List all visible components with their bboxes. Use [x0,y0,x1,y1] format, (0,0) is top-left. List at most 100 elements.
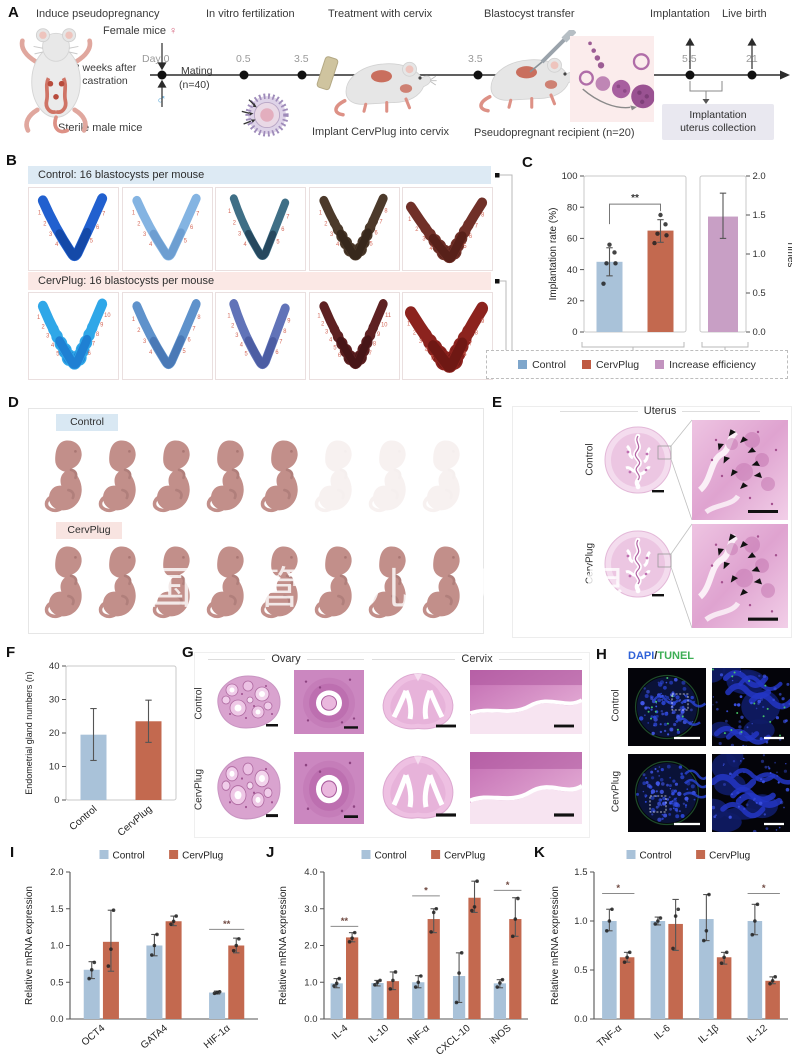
ovary-section-control [208,670,286,734]
svg-text:2: 2 [321,322,325,328]
svg-text:7: 7 [286,214,289,220]
svg-text:2: 2 [137,328,141,334]
svg-text:1: 1 [131,210,134,216]
svg-text:Implantation rate (%): Implantation rate (%) [548,208,559,301]
svg-text:80: 80 [567,202,578,213]
tick-35b: 3.5 [468,53,483,65]
watermark-text: 国 管 儿 月 根 [148,564,651,613]
svg-text:5: 5 [244,352,248,358]
fluorescence-section-control [628,668,706,746]
svg-text:*: * [424,885,428,896]
implantation-rate-chart: 0 20 40 60 80 100 Implantation rate (%) ** [548,171,687,338]
gland-numbers-chart: 0 10 20 30 40 Endometrial gland numbers (n) Co… [24,661,177,839]
svg-text:2: 2 [43,221,46,227]
svg-text:0.5: 0.5 [50,977,63,988]
svg-text:IL-12: IL-12 [745,1023,770,1046]
pup-illustration [96,540,140,624]
svg-text:4: 4 [425,347,429,353]
mating-label: Mating [181,65,213,77]
collection-line1: Implantation [689,108,747,121]
panel-c-legend: Control CervPlug Increase efficiency [486,350,788,379]
syringe-illustration [529,30,576,73]
svg-text:3: 3 [49,232,53,238]
svg-text:0: 0 [572,327,577,338]
ovary-title: Ovary [208,653,364,665]
legend-swatch [655,360,665,369]
svg-text:4: 4 [243,242,247,248]
uterus-image: 1 2 3 4 5 10 9 8 7 6 [28,292,119,380]
g-row-control-label: Control [193,687,205,720]
svg-text:5: 5 [276,240,280,246]
fluorescence-zoom-control [712,668,790,746]
svg-text:3: 3 [142,232,146,238]
male-symbol: ♂ [156,91,167,107]
ovary-section-cervplug [208,750,286,826]
female-mice-label: Female mice ♀ [103,25,177,37]
tick-55: 5.5 [682,53,697,65]
svg-text:CervPlug: CervPlug [709,851,750,862]
pup-illustration [42,540,86,624]
legend-label: Increase efficiency [669,358,756,371]
svg-text:3: 3 [419,339,423,345]
svg-text:2: 2 [233,220,236,226]
svg-text:5: 5 [369,241,373,247]
cervplug-illustration [316,56,339,91]
svg-text:1.5: 1.5 [574,867,587,878]
legend-label: Control [532,358,566,371]
svg-text:IL-1β: IL-1β [697,1023,722,1046]
svg-text:**: ** [341,916,349,927]
mrna-chart-i: 0.0 0.5 1.0 1.5 2.0 Relative mRNA expression O… [24,850,258,1051]
dapi-tunel-title-part: DAPI [628,650,655,662]
svg-text:6: 6 [281,227,285,233]
female-mice-text: Female mice [103,25,166,37]
svg-text:6: 6 [275,350,279,356]
svg-text:1.0: 1.0 [753,249,766,260]
svg-text:6: 6 [190,225,194,231]
fluorescence-section-cervplug [628,754,706,832]
svg-text:5: 5 [56,352,60,358]
svg-text:Control: Control [640,851,672,862]
svg-text:3: 3 [142,339,146,345]
control-pups-row [42,434,464,518]
svg-text:7: 7 [379,219,382,225]
svg-text:4: 4 [336,242,340,248]
svg-text:6: 6 [463,352,467,358]
svg-text:7: 7 [102,211,105,217]
panel-h-label: H [596,646,607,663]
svg-text:60: 60 [567,234,578,245]
blastocyst-illustration [240,88,294,142]
svg-text:Relative mRNA expression: Relative mRNA expression [550,886,561,1005]
svg-text:7: 7 [92,341,96,347]
collection-box: Implantation uterus collection [662,104,774,140]
mrna-chart-k: 0.0 0.5 1.0 1.5 Relative mRNA expression TNF-… [550,850,788,1050]
legend-label: CervPlug [595,358,640,371]
svg-text:30: 30 [49,695,60,706]
dapi-tunel-title-part: TUNEL [657,650,695,662]
svg-text:4: 4 [55,242,59,248]
mating-n-label: (n=40) [179,79,210,91]
svg-text:0.0: 0.0 [50,1014,63,1025]
pup-illustration [420,434,464,518]
follicle-zoom-control [294,670,364,734]
svg-text:7: 7 [279,339,283,345]
uterus-image: 1 2 3 4 5 6 11 10 9 8 7 [308,292,400,380]
svg-text:8: 8 [384,208,388,214]
svg-text:Relative mRNA expression: Relative mRNA expression [278,886,289,1005]
svg-text:2.0: 2.0 [50,867,63,878]
svg-text:CervPlug: CervPlug [182,851,223,862]
panel-d-label: D [8,394,19,411]
svg-text:Control: Control [68,804,100,833]
svg-text:6: 6 [469,234,473,240]
svg-text:1.0: 1.0 [50,941,63,952]
svg-text:5: 5 [90,239,94,245]
svg-text:*: * [616,883,620,894]
svg-text:0.5: 0.5 [574,965,587,976]
svg-text:0.5: 0.5 [753,288,766,299]
svg-text:6: 6 [187,338,191,344]
uterus-title-text: Uterus [643,405,677,417]
svg-text:5: 5 [431,355,435,361]
svg-text:**: ** [223,919,231,930]
svg-text:Control: Control [113,851,145,862]
panel-a-label: A [8,4,19,21]
